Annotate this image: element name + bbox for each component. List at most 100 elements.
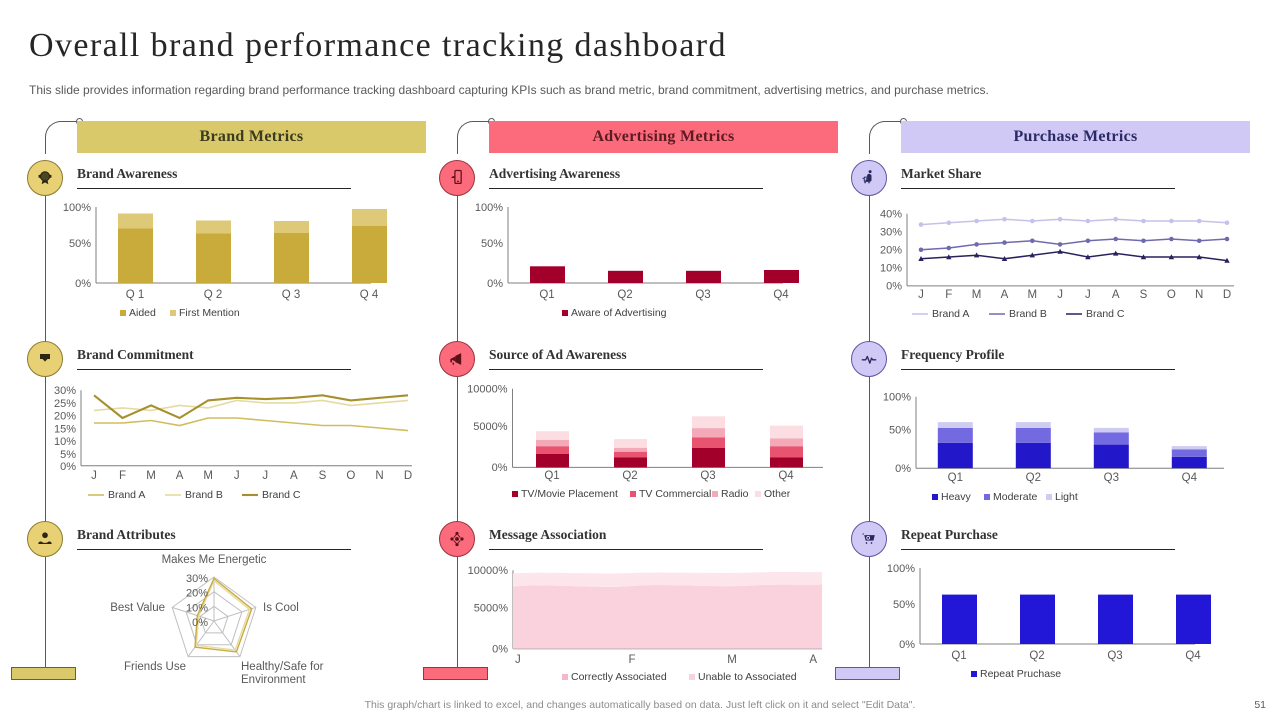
svg-text:N: N <box>375 470 383 482</box>
svg-text:Q 3: Q 3 <box>282 289 301 301</box>
svg-text:J: J <box>91 470 97 482</box>
svg-text:A: A <box>290 470 298 482</box>
svg-text:S: S <box>319 470 327 482</box>
svg-text:Brand C: Brand C <box>262 489 301 501</box>
svg-text:Other: Other <box>764 488 791 500</box>
svg-text:Q1: Q1 <box>951 650 966 662</box>
svg-text:25%: 25% <box>54 398 76 410</box>
svg-text:Moderate: Moderate <box>993 491 1038 503</box>
svg-text:Q1: Q1 <box>948 472 963 484</box>
svg-text:Aided: Aided <box>129 307 156 319</box>
svg-text:Environment: Environment <box>241 674 306 686</box>
svg-text:0%: 0% <box>60 461 76 473</box>
svg-text:Q 1: Q 1 <box>126 289 145 301</box>
svg-text:Q3: Q3 <box>700 470 715 482</box>
svg-text:5000%: 5000% <box>474 603 508 615</box>
svg-text:Q4: Q4 <box>778 470 794 482</box>
svg-text:Q2: Q2 <box>617 289 632 301</box>
svg-text:Brand A: Brand A <box>108 489 145 501</box>
svg-text:Q4: Q4 <box>1185 650 1201 662</box>
svg-text:D: D <box>1223 289 1231 301</box>
svg-text:Best Value: Best Value <box>110 602 165 614</box>
svg-text:0%: 0% <box>492 644 508 656</box>
svg-text:50%: 50% <box>481 238 503 250</box>
svg-text:J: J <box>262 470 268 482</box>
svg-text:0%: 0% <box>899 639 915 651</box>
svg-text:Is Cool: Is Cool <box>263 602 299 614</box>
svg-text:10000%: 10000% <box>468 565 509 577</box>
svg-text:0%: 0% <box>192 617 208 629</box>
svg-text:Q2: Q2 <box>622 470 637 482</box>
svg-text:Q1: Q1 <box>544 470 559 482</box>
svg-text:0%: 0% <box>487 278 503 290</box>
svg-text:J: J <box>1085 289 1091 301</box>
svg-text:Q4: Q4 <box>1182 472 1198 484</box>
svg-text:M: M <box>972 289 982 301</box>
svg-text:Brand B: Brand B <box>185 489 223 501</box>
svg-text:5000%: 5000% <box>473 421 507 433</box>
svg-text:Aware of Advertising: Aware of Advertising <box>571 307 667 319</box>
svg-text:0%: 0% <box>492 462 508 474</box>
svg-text:D: D <box>404 470 412 482</box>
svg-text:30%: 30% <box>880 227 902 239</box>
svg-text:20%: 20% <box>54 411 76 423</box>
svg-text:Unable to Associated: Unable to Associated <box>698 671 797 683</box>
svg-text:Repeat Pruchase: Repeat Pruchase <box>980 668 1061 680</box>
svg-text:Brand B: Brand B <box>1009 308 1047 320</box>
svg-text:Q2: Q2 <box>1026 472 1041 484</box>
svg-text:Light: Light <box>1055 491 1078 503</box>
svg-text:A: A <box>176 470 184 482</box>
svg-text:Heavy: Heavy <box>941 491 972 503</box>
svg-text:TV Commercial: TV Commercial <box>639 488 711 500</box>
svg-text:A: A <box>809 654 817 666</box>
svg-text:TV/Movie Placement: TV/Movie Placement <box>521 488 618 500</box>
svg-text:First Mention: First Mention <box>179 307 240 319</box>
svg-text:50%: 50% <box>889 425 911 437</box>
svg-text:Q 2: Q 2 <box>204 289 223 301</box>
svg-text:100%: 100% <box>883 392 911 404</box>
svg-text:20%: 20% <box>186 588 208 600</box>
svg-text:J: J <box>234 470 240 482</box>
svg-text:10000%: 10000% <box>467 384 508 396</box>
svg-text:O: O <box>1167 289 1176 301</box>
svg-text:Q 4: Q 4 <box>360 289 379 301</box>
svg-text:M: M <box>203 470 213 482</box>
svg-text:F: F <box>119 470 126 482</box>
svg-text:Q2: Q2 <box>1029 650 1044 662</box>
svg-text:15%: 15% <box>54 423 76 435</box>
svg-text:A: A <box>1001 289 1009 301</box>
svg-text:50%: 50% <box>893 599 915 611</box>
svg-text:30%: 30% <box>54 385 76 397</box>
svg-text:Makes Me Energetic: Makes Me Energetic <box>162 554 267 566</box>
svg-text:0%: 0% <box>75 278 91 290</box>
svg-text:10%: 10% <box>880 263 902 275</box>
svg-text:10%: 10% <box>186 602 208 614</box>
svg-text:Healthy/Safe for: Healthy/Safe for <box>241 661 324 673</box>
svg-text:A: A <box>1112 289 1120 301</box>
svg-text:S: S <box>1140 289 1148 301</box>
svg-text:5%: 5% <box>60 449 76 461</box>
svg-text:10%: 10% <box>54 436 76 448</box>
svg-text:Q4: Q4 <box>773 289 789 301</box>
svg-text:0%: 0% <box>895 463 911 475</box>
svg-text:J: J <box>918 289 924 301</box>
svg-text:Q3: Q3 <box>1107 650 1122 662</box>
svg-text:30%: 30% <box>186 573 208 585</box>
svg-text:Q3: Q3 <box>695 289 710 301</box>
svg-text:Brand A: Brand A <box>932 308 969 320</box>
svg-text:O: O <box>346 470 355 482</box>
svg-text:100%: 100% <box>475 202 503 214</box>
svg-text:40%: 40% <box>880 209 902 221</box>
svg-text:J: J <box>1057 289 1063 301</box>
svg-text:0%: 0% <box>886 281 902 293</box>
svg-text:N: N <box>1195 289 1203 301</box>
svg-text:Friends Use: Friends Use <box>124 661 186 673</box>
svg-text:M: M <box>1028 289 1038 301</box>
svg-text:Q1: Q1 <box>539 289 554 301</box>
svg-text:20%: 20% <box>880 245 902 257</box>
svg-text:M: M <box>146 470 156 482</box>
svg-text:100%: 100% <box>887 563 915 575</box>
svg-text:M: M <box>727 654 737 666</box>
svg-text:F: F <box>628 654 635 666</box>
svg-text:100%: 100% <box>63 202 91 214</box>
